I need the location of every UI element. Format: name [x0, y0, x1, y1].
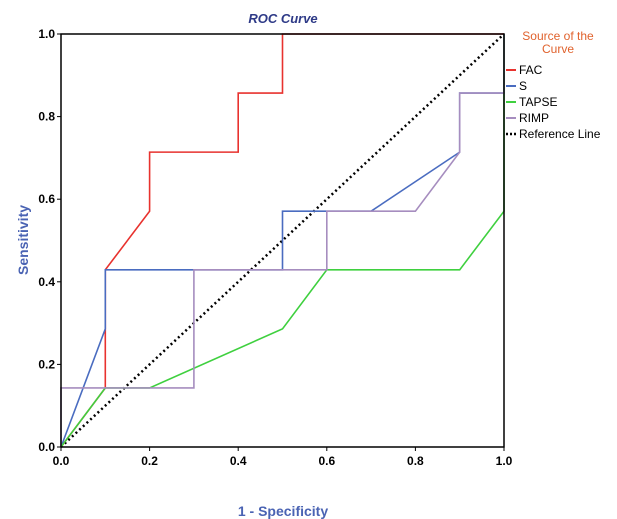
x-axis-ticks: 0.0 0.2 0.4 0.6 0.8 1.0 [53, 447, 513, 468]
y-axis-label: Sensitivity [15, 205, 31, 275]
legend-label: FAC [519, 63, 543, 77]
legend-label: TAPSE [519, 95, 557, 109]
legend-title-line-1: Source of the [522, 29, 594, 43]
legend-item-s: S [506, 79, 527, 93]
legend-item-reference-line: Reference Line [506, 127, 601, 141]
y-tick-label: 1.0 [38, 27, 55, 41]
legend-item-fac: FAC [506, 63, 543, 77]
x-tick-label: 0.8 [407, 454, 424, 468]
x-axis-label: 1 - Specificity [238, 503, 328, 519]
x-tick-label: 0.0 [53, 454, 70, 468]
legend: Source of the Curve FAC S TAPSE RIMP Referen… [506, 29, 601, 141]
series-line-reference-line [60, 33, 505, 448]
series-line-rimp [60, 34, 505, 447]
legend-title-line-2: Curve [542, 42, 574, 56]
x-tick-label: 0.6 [318, 454, 335, 468]
y-tick-label: 0.0 [38, 440, 55, 454]
legend-label: S [519, 79, 527, 93]
x-tick-label: 1.0 [496, 454, 513, 468]
y-tick-label: 0.8 [38, 110, 55, 124]
y-axis-ticks: 0.0 0.2 0.4 0.6 0.8 1.0 [38, 27, 61, 454]
plot-frame [60, 33, 505, 448]
legend-items: FAC S TAPSE RIMP Reference Line [506, 63, 601, 141]
legend-label: Reference Line [519, 127, 601, 141]
legend-item-rimp: RIMP [506, 111, 549, 125]
legend-label: RIMP [519, 111, 549, 125]
y-tick-label: 0.2 [38, 357, 55, 371]
chart-title: ROC Curve [248, 11, 317, 26]
legend-item-tapse: TAPSE [506, 95, 557, 109]
x-tick-label: 0.4 [230, 454, 247, 468]
plot-lines [60, 33, 505, 448]
x-tick-label: 0.2 [141, 454, 158, 468]
y-tick-label: 0.4 [38, 275, 55, 289]
y-tick-label: 0.6 [38, 192, 55, 206]
